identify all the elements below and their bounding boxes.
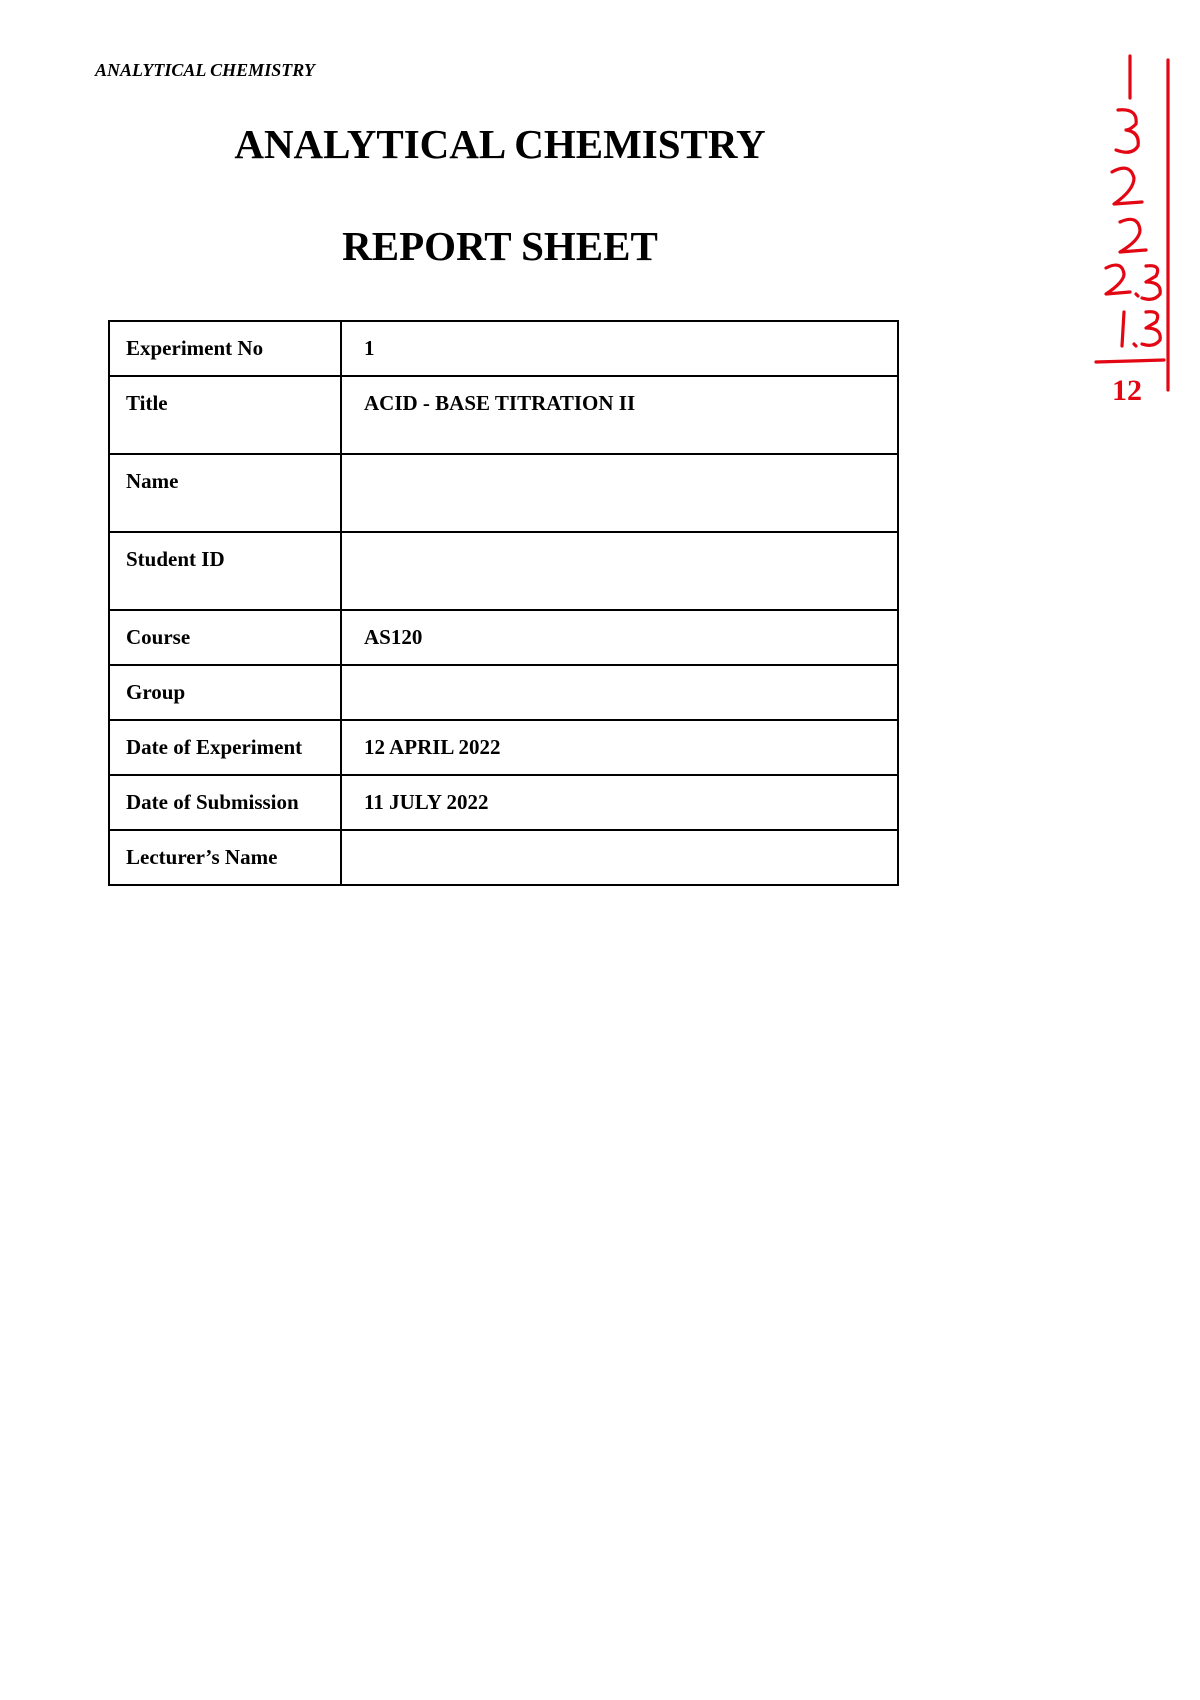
main-title: ANALYTICAL CHEMISTRY — [0, 120, 1000, 168]
row-label: Experiment No — [109, 321, 341, 376]
row-label: Lecturer’s Name — [109, 830, 341, 885]
row-label: Student ID — [109, 532, 341, 610]
row-value: ACID - BASE TITRATION II — [341, 376, 898, 454]
table-row: Student ID — [109, 532, 898, 610]
row-label: Title — [109, 376, 341, 454]
row-label: Date of Experiment — [109, 720, 341, 775]
row-value: AS120 — [341, 610, 898, 665]
row-label: Date of Submission — [109, 775, 341, 830]
row-value — [341, 454, 898, 532]
table-row: Name — [109, 454, 898, 532]
table-row: Group — [109, 665, 898, 720]
row-value — [341, 665, 898, 720]
table-row: CourseAS120 — [109, 610, 898, 665]
row-label: Group — [109, 665, 341, 720]
page-header: ANALYTICAL CHEMISTRY — [95, 60, 315, 81]
table-row: Experiment No1 — [109, 321, 898, 376]
info-table: Experiment No1TitleACID - BASE TITRATION… — [108, 320, 899, 886]
row-value: 11 JULY 2022 — [341, 775, 898, 830]
row-label: Course — [109, 610, 341, 665]
row-value: 1 — [341, 321, 898, 376]
table-row: Date of Submission11 JULY 2022 — [109, 775, 898, 830]
svg-text:12: 12 — [1112, 374, 1142, 407]
table-row: Date of Experiment12 APRIL 2022 — [109, 720, 898, 775]
row-value — [341, 532, 898, 610]
row-value — [341, 830, 898, 885]
row-label: Name — [109, 454, 341, 532]
table-row: Lecturer’s Name — [109, 830, 898, 885]
table-row: TitleACID - BASE TITRATION II — [109, 376, 898, 454]
sub-title: REPORT SHEET — [0, 222, 1000, 270]
row-value: 12 APRIL 2022 — [341, 720, 898, 775]
handwritten-annotations: 12 — [1060, 50, 1180, 450]
